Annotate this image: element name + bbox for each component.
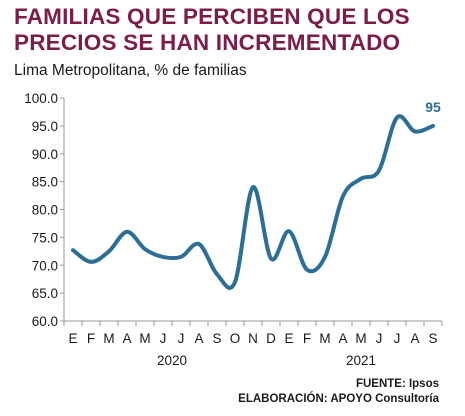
source-note: FUENTE: Ipsos [355, 378, 439, 390]
x-tick-label: M [355, 331, 366, 346]
x-tick-label: J [160, 331, 167, 346]
end-value-label: 95 [425, 99, 441, 115]
year-label-2020: 2020 [157, 353, 187, 368]
x-tick-label: M [103, 331, 114, 346]
x-tick-label: F [303, 331, 311, 346]
chart-title: FAMILIAS QUE PERCIBEN QUE LOS PRECIOS SE… [14, 4, 410, 55]
x-tick-label: M [319, 331, 330, 346]
x-tick-label: J [394, 331, 401, 346]
x-tick-label: A [338, 331, 347, 346]
x-tick-label: M [139, 331, 150, 346]
chart-subtitle: Lima Metropolitana, % de familias [14, 62, 247, 79]
y-tick-label: 75.0 [32, 230, 58, 245]
y-tick-label: 70.0 [32, 258, 58, 273]
x-tick-label: F [87, 331, 95, 346]
x-tick-label: D [266, 331, 276, 346]
series-line [71, 114, 435, 290]
y-tick-label: 80.0 [32, 203, 58, 218]
x-tick-label: S [428, 331, 437, 346]
year-label-2021: 2021 [346, 353, 376, 368]
y-tick-label: 100.0 [24, 91, 58, 106]
x-tick-label: E [68, 331, 77, 346]
y-tick-label: 60.0 [32, 314, 58, 329]
x-tick-label: S [212, 331, 221, 346]
x-tick-label: A [122, 331, 131, 346]
x-tick-label: J [178, 331, 185, 346]
x-tick-label: J [376, 331, 383, 346]
elaboration-note: ELABORACIÓN: APOYO Consultoría [238, 393, 439, 405]
y-tick-label: 90.0 [32, 147, 58, 162]
x-tick-label: N [248, 331, 258, 346]
x-tick-label: A [194, 331, 203, 346]
x-tick-label: A [410, 331, 419, 346]
y-tick-label: 65.0 [32, 286, 58, 301]
x-tick-label: E [284, 331, 293, 346]
y-tick-label: 85.0 [32, 175, 58, 190]
y-tick-label: 95.0 [32, 119, 58, 134]
x-tick-label: O [230, 331, 241, 346]
